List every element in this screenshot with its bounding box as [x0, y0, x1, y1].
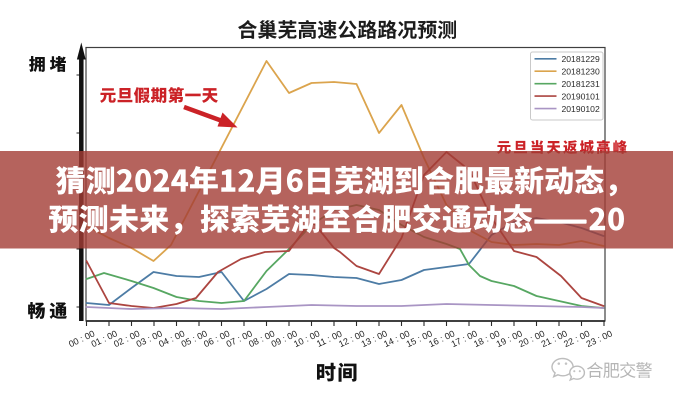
- svg-text:20190101: 20190101: [562, 92, 600, 102]
- svg-text:20181229: 20181229: [562, 54, 600, 64]
- svg-text:20181231: 20181231: [562, 79, 600, 89]
- svg-text:20181230: 20181230: [562, 67, 600, 77]
- svg-text:20190102: 20190102: [562, 104, 600, 114]
